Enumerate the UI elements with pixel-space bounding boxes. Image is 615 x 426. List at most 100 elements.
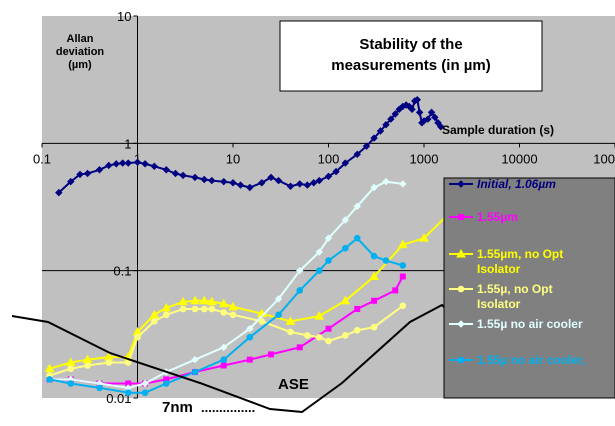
legend-swatch-marker (456, 248, 466, 258)
data-point (391, 110, 399, 118)
data-point (134, 333, 141, 341)
data-point (229, 311, 237, 319)
data-point (437, 123, 445, 131)
data-point (199, 295, 210, 305)
series-line (49, 276, 404, 385)
data-point (67, 177, 75, 186)
tick-labels: 0.11101001000100001000001010.10.01 (33, 9, 615, 406)
x-tick-label: 100 (318, 151, 340, 166)
data-point (105, 161, 113, 170)
chart-title-line-2: measurements (in µm) (331, 57, 491, 74)
data-point (133, 158, 142, 166)
series-line (49, 209, 454, 370)
data-point (220, 356, 228, 363)
data-point (296, 344, 303, 351)
y-tick-label: 0.01 (106, 391, 131, 406)
data-point (83, 169, 92, 178)
data-point (354, 305, 361, 312)
data-point (431, 113, 439, 122)
x-tick-label: 0.1 (33, 151, 51, 166)
legend-label-cont: Isolator (477, 262, 521, 276)
legend-swatch-marker (457, 285, 465, 293)
data-point (178, 296, 188, 306)
data-point (315, 333, 323, 341)
data-point (314, 311, 325, 320)
data-point (382, 177, 390, 186)
data-point (162, 380, 170, 387)
y-tick-label: 0.1 (113, 264, 131, 279)
series-layer (44, 96, 458, 397)
data-point (44, 363, 55, 373)
data-point (370, 252, 378, 260)
data-point (151, 318, 158, 325)
data-point (124, 159, 132, 167)
legend-label: 1.55µ no air cooler (477, 317, 583, 331)
data-point (424, 115, 432, 123)
data-point (382, 257, 390, 264)
data-point (275, 311, 282, 319)
legend-label-cont: Isolator (477, 297, 521, 311)
legend-item-1: Initial, 1.06µm (449, 177, 556, 191)
data-point (353, 202, 361, 211)
data-point (105, 359, 113, 366)
x-tick-label: 1000 (410, 151, 439, 166)
data-point (340, 295, 351, 305)
data-point (309, 179, 318, 187)
legend-item-5: 1.55µ no air cooler (449, 317, 583, 331)
data-point (191, 368, 199, 376)
data-point (415, 108, 424, 117)
legend-label: 1.55µ no air cooler, (477, 353, 585, 367)
y-axis-label-line-3: (µm) (68, 59, 92, 71)
data-point (369, 271, 379, 280)
series-1 (55, 96, 445, 197)
data-point (370, 134, 378, 142)
data-point (191, 355, 199, 364)
data-point (325, 257, 332, 264)
data-point (427, 108, 436, 117)
data-point (220, 177, 228, 186)
data-point (342, 332, 349, 339)
legend-label: 1.55µm (477, 210, 518, 224)
chart-title-line-1: Stability of the (359, 36, 462, 53)
data-point (246, 325, 254, 333)
data-point (150, 162, 159, 171)
y-tick-label: 1 (124, 136, 131, 151)
data-point (206, 296, 217, 306)
legend-swatch-marker (457, 356, 465, 364)
legend-swatch-marker (457, 320, 465, 328)
data-point (353, 327, 361, 334)
data-point (315, 267, 323, 274)
data-point (315, 248, 323, 256)
y-axis-label-line-1: Allan (67, 33, 94, 45)
legend-swatch-marker (458, 214, 464, 220)
series-4 (46, 302, 407, 379)
data-point (220, 343, 228, 352)
data-point (228, 301, 238, 311)
data-point (118, 159, 127, 167)
series-line (49, 180, 403, 389)
legend-item-6: 1.55µ no air cooler, (449, 353, 585, 367)
data-point (392, 287, 399, 294)
title-box: Stability of the measurements (in µm) (279, 20, 543, 92)
data-point (325, 337, 332, 345)
data-point (76, 170, 84, 179)
data-point (353, 234, 361, 242)
data-point (296, 266, 304, 275)
data-point (246, 356, 253, 363)
data-point (84, 362, 91, 369)
data-point (399, 302, 407, 310)
data-point (208, 305, 216, 313)
data-point (246, 183, 254, 192)
data-point (397, 239, 408, 249)
data-point (246, 333, 254, 341)
data-point (274, 176, 283, 185)
data-point (55, 188, 63, 197)
data-point (208, 176, 216, 185)
legend-item-2: 1.55µm (449, 210, 518, 224)
data-point (191, 173, 199, 182)
data-point (141, 389, 149, 397)
data-point (376, 127, 385, 135)
data-point (218, 298, 229, 308)
data-point (362, 142, 371, 150)
